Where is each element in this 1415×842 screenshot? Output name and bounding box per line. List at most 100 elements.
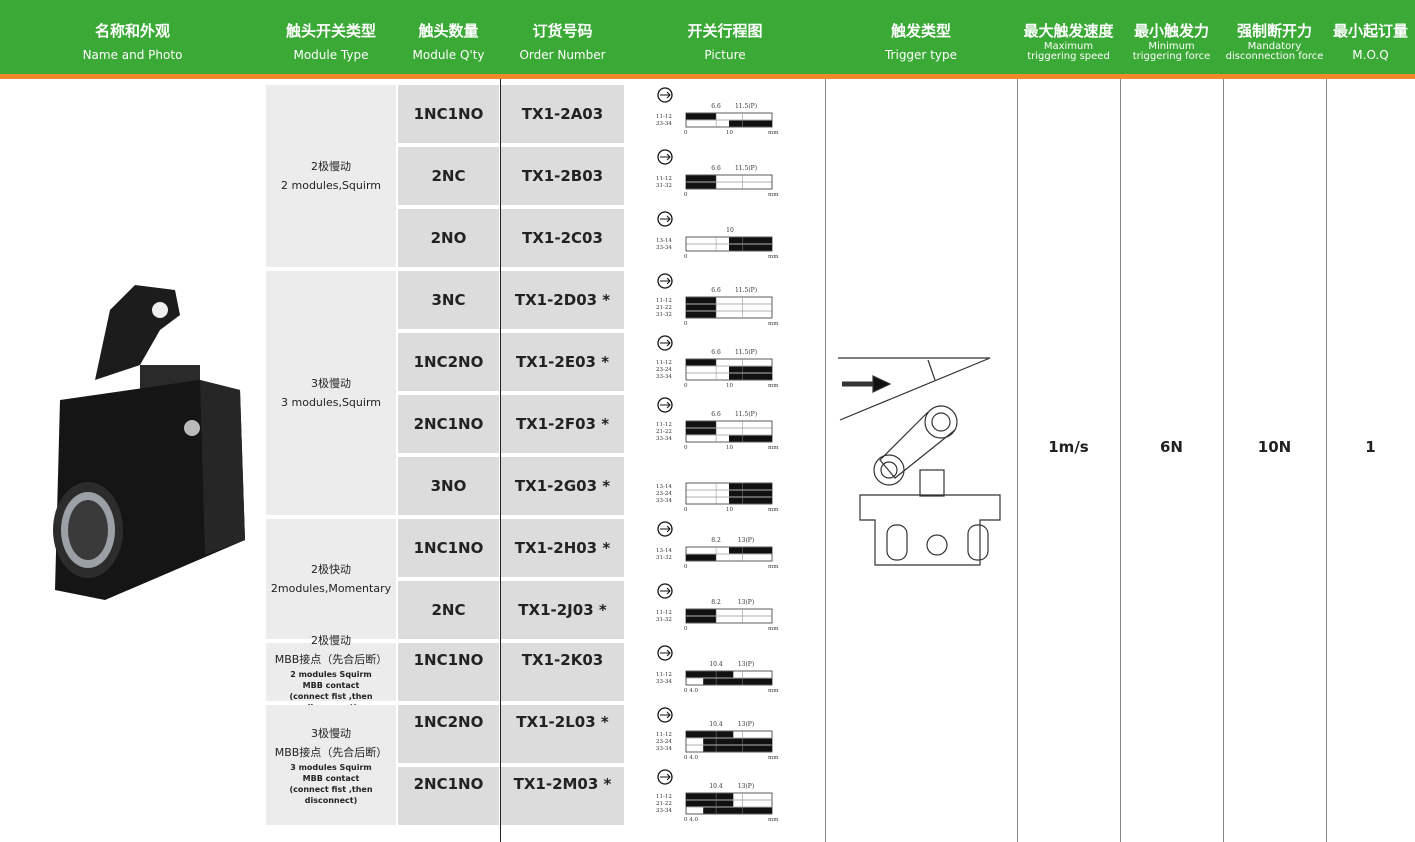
travel-label: 13(P) (738, 783, 754, 790)
module-qty: 1NC1NO (398, 643, 499, 701)
scale-label: 0 (684, 130, 688, 136)
scale-label: mm (768, 383, 779, 389)
terminal-label: 21-22 (656, 801, 672, 807)
module-qty: 2NC (398, 581, 499, 639)
scale-label: 0 (684, 445, 688, 451)
direction-arrow (660, 587, 671, 595)
contact-bar (703, 745, 772, 752)
contact-bar (729, 373, 772, 380)
module-type-text: 3 modules Squirm (290, 763, 372, 772)
contact-bar (729, 244, 772, 251)
header-cn: 强制断开力 (1236, 22, 1312, 40)
module-type: 3极慢动 MBB接点（先合后断） 3 modules Squirm MBB conta… (266, 705, 396, 825)
terminal-label: 31-32 (656, 312, 672, 318)
direction-arrow (660, 649, 671, 657)
module-type-text: 3极慢动 (311, 727, 351, 740)
travel-label: 6.6 (711, 287, 721, 294)
order-number: TX1-2A03 (501, 85, 624, 143)
scale-label: 0 (684, 626, 688, 632)
header-bar (0, 0, 1415, 74)
scale-label: mm (768, 626, 779, 632)
terminal-label: 33-34 (656, 436, 672, 442)
direction-icon (657, 583, 673, 599)
column-line (1326, 79, 1327, 842)
module-type-text: 2极慢动 (311, 160, 351, 173)
contact-bar (686, 428, 717, 435)
terminal-label: 13-14 (656, 484, 672, 490)
direction-arrow (660, 773, 671, 781)
terminal-label: 11-12 (656, 794, 672, 800)
header-cn: 最大触发速度 (1023, 22, 1114, 40)
contact-bar (686, 359, 717, 366)
header-stripe (0, 74, 1415, 79)
header-en: Picture (704, 48, 746, 62)
order-number: TX1-2C03 (501, 209, 624, 267)
module-type-text: 3极慢动 (311, 377, 351, 390)
module-type-text: MBB contact (302, 774, 360, 783)
module-qty: 1NC2NO (398, 333, 499, 391)
scale-label: 0 4.0 (684, 817, 698, 823)
contact-bar (729, 237, 772, 244)
order-number: TX1-2E03 * (501, 333, 624, 391)
header-en: Minimum (1148, 41, 1195, 52)
terminal-label: 33-34 (656, 121, 672, 127)
module-type-text: MBB接点（先合后断） (274, 746, 388, 759)
travel-label: 10.4 (709, 721, 723, 728)
scale-label: 10 (726, 383, 733, 389)
direction-icon (657, 645, 673, 661)
direction-arrow (660, 153, 671, 161)
scale-label: mm (768, 254, 779, 260)
module-type-text: (connect fist ,then disconnect) (289, 785, 373, 805)
travel-label: 11.5(P) (735, 411, 757, 418)
header-cn: 订货号码 (532, 22, 593, 40)
spec-value: 1m/s (1048, 438, 1089, 456)
terminal-label: 11-12 (656, 672, 672, 678)
direction-icon (657, 149, 673, 165)
contact-bar (686, 609, 717, 616)
direction-icon (657, 211, 673, 227)
scale-label: mm (768, 130, 779, 136)
direction-arrow (660, 401, 671, 409)
terminal-label: 23-24 (656, 367, 672, 373)
spec-value: 10N (1257, 438, 1292, 456)
terminal-label: 33-34 (656, 498, 672, 504)
spec-value: 1 (1365, 438, 1376, 456)
scale-label: mm (768, 564, 779, 570)
terminal-label: 11-12 (656, 298, 672, 304)
direction-icon (657, 521, 673, 537)
contact-bar (686, 175, 717, 182)
travel-label: 13(P) (738, 721, 754, 728)
direction-icon (657, 769, 673, 785)
contact-bar (686, 182, 717, 189)
contact-bar (686, 297, 717, 304)
header-cn: 触头开关类型 (285, 22, 376, 40)
terminal-label: 23-24 (656, 491, 672, 497)
header-en: triggering force (1132, 51, 1211, 62)
contact-bar (729, 120, 772, 127)
spec-value: 6N (1160, 438, 1183, 456)
travel-label: 6.6 (711, 349, 721, 356)
scale-label: mm (768, 688, 779, 694)
scale-label: mm (768, 445, 779, 451)
product-photo (53, 285, 245, 600)
direction-arrow (660, 277, 671, 285)
scale-label: 0 (684, 507, 688, 513)
order-number: TX1-2L03 * (501, 705, 624, 763)
header-en: triggering speed (1027, 51, 1110, 62)
contact-bar (686, 616, 717, 623)
order-number: TX1-2B03 (501, 147, 624, 205)
direction-arrow (660, 711, 671, 719)
terminal-label: 33-34 (656, 679, 672, 685)
travel-label: 6.6 (711, 103, 721, 110)
terminal-label: 33-34 (656, 808, 672, 814)
terminal-label: 11-12 (656, 176, 672, 182)
module-qty: 2NC1NO (398, 395, 499, 453)
travel-label: 11.5(P) (735, 287, 757, 294)
scale-label: mm (768, 755, 779, 761)
module-type-text: 2极慢动 (311, 634, 351, 647)
module-qty: 3NC (398, 271, 499, 329)
column-line (500, 79, 501, 842)
contact-bar (703, 678, 772, 685)
terminal-label: 33-34 (656, 374, 672, 380)
scale-label: 0 (684, 383, 688, 389)
